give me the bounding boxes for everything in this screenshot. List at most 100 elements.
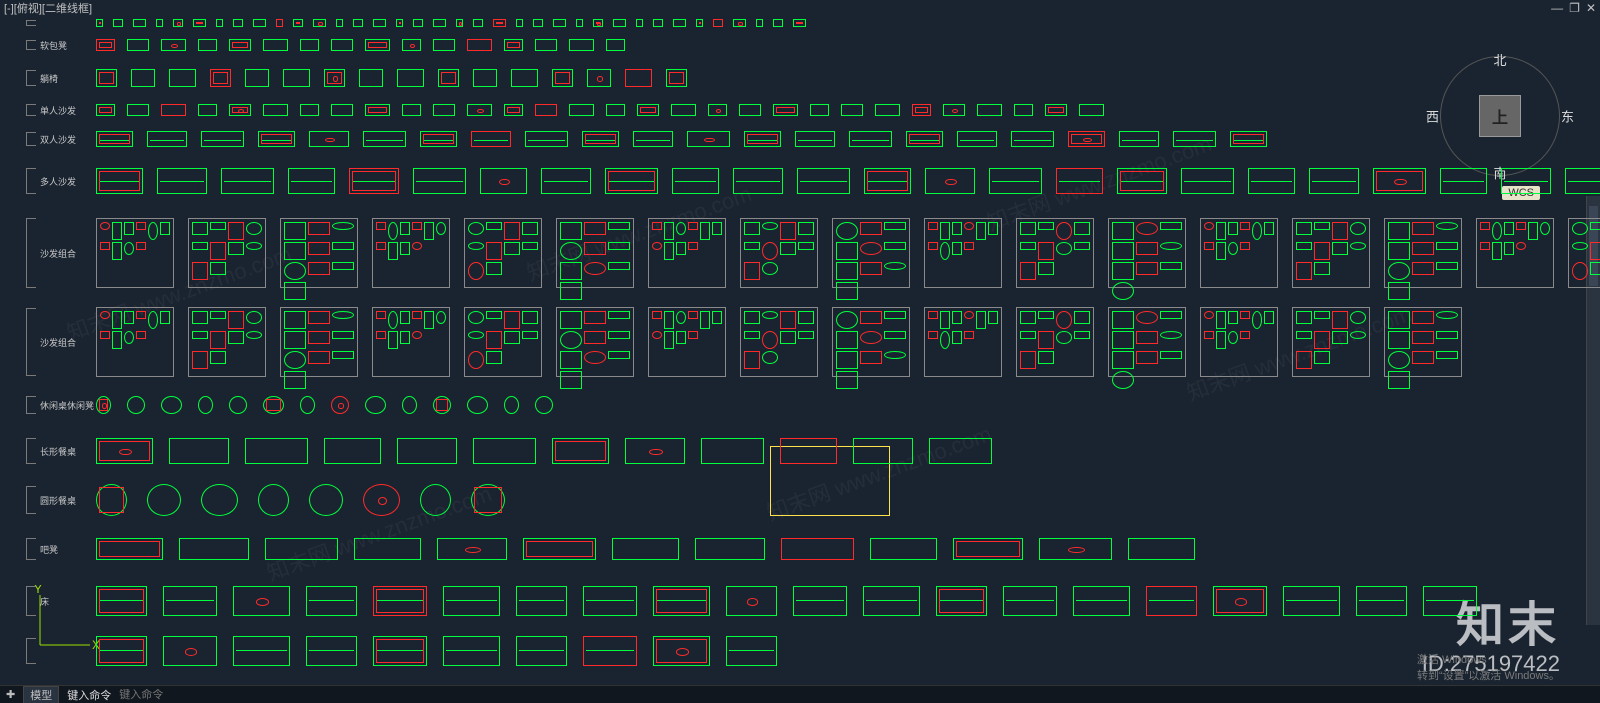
chair-block[interactable] bbox=[438, 69, 459, 87]
tiny-block[interactable] bbox=[593, 19, 603, 27]
bed-block[interactable] bbox=[516, 636, 567, 666]
sofa2-block[interactable] bbox=[633, 131, 673, 147]
tiny-block[interactable] bbox=[433, 19, 446, 27]
sofa-layout-block[interactable] bbox=[1016, 307, 1094, 377]
bed-block[interactable] bbox=[96, 586, 147, 616]
bed-block[interactable] bbox=[1213, 586, 1267, 616]
tiny-block[interactable] bbox=[253, 19, 266, 27]
tiny-block[interactable] bbox=[133, 19, 146, 27]
bed-block[interactable] bbox=[583, 636, 637, 666]
circle-block[interactable] bbox=[198, 396, 213, 414]
circle-block[interactable] bbox=[402, 396, 417, 414]
sofaN-block[interactable] bbox=[1309, 168, 1359, 194]
small-block[interactable] bbox=[912, 104, 931, 116]
small-block[interactable] bbox=[1014, 104, 1033, 116]
bed-block[interactable] bbox=[1283, 586, 1340, 616]
bed-block[interactable] bbox=[516, 586, 567, 616]
bed-block[interactable] bbox=[443, 636, 500, 666]
round-block[interactable] bbox=[420, 484, 451, 516]
sofa-layout-block[interactable] bbox=[280, 218, 358, 288]
sofa2-block[interactable] bbox=[420, 131, 457, 147]
small-block[interactable] bbox=[841, 104, 863, 116]
tiny-block[interactable] bbox=[233, 19, 243, 27]
tiny-block[interactable] bbox=[413, 19, 423, 27]
chair-block[interactable] bbox=[666, 69, 687, 87]
sofa2-block[interactable] bbox=[1068, 131, 1105, 147]
sofaN-block[interactable] bbox=[1440, 168, 1487, 194]
bed-block[interactable] bbox=[793, 586, 847, 616]
chair-block[interactable] bbox=[169, 69, 196, 87]
sofa-layout-block[interactable] bbox=[924, 307, 1002, 377]
tiny-block[interactable] bbox=[613, 19, 626, 27]
bed-block[interactable] bbox=[96, 636, 147, 666]
sofa2-block[interactable] bbox=[201, 131, 244, 147]
round-block[interactable] bbox=[96, 484, 127, 516]
small-block[interactable] bbox=[637, 104, 659, 116]
sofa-layout-block[interactable] bbox=[1384, 218, 1462, 288]
bed-block[interactable] bbox=[653, 586, 710, 616]
tiny-block[interactable] bbox=[193, 19, 206, 27]
sofa2-block[interactable] bbox=[309, 131, 349, 147]
sofa-layout-block[interactable] bbox=[188, 307, 266, 377]
bar-block[interactable] bbox=[96, 538, 163, 560]
sofa2-block[interactable] bbox=[849, 131, 892, 147]
small-block[interactable] bbox=[365, 39, 390, 51]
tiny-block[interactable] bbox=[456, 19, 463, 27]
bed-block[interactable] bbox=[306, 636, 357, 666]
circle-block[interactable] bbox=[300, 396, 315, 414]
small-block[interactable] bbox=[467, 39, 492, 51]
tiny-block[interactable] bbox=[373, 19, 386, 27]
viewcube-north[interactable]: 北 bbox=[1493, 50, 1506, 69]
sofa2-block[interactable] bbox=[525, 131, 568, 147]
table-block[interactable] bbox=[397, 438, 457, 464]
model-viewport[interactable]: 知末网 www.znzmo.com 知末网 www.znzmo.com 知末网 … bbox=[0, 16, 1600, 685]
sofaN-block[interactable] bbox=[288, 168, 335, 194]
sofaN-block[interactable] bbox=[157, 168, 207, 194]
table-block[interactable] bbox=[625, 438, 685, 464]
chair-block[interactable] bbox=[587, 69, 611, 87]
bed-block[interactable] bbox=[373, 586, 427, 616]
sofaN-block[interactable] bbox=[864, 168, 911, 194]
tiny-block[interactable] bbox=[216, 19, 223, 27]
sofa2-block[interactable] bbox=[582, 131, 619, 147]
small-block[interactable] bbox=[96, 39, 115, 51]
small-block[interactable] bbox=[402, 104, 421, 116]
chair-block[interactable] bbox=[210, 69, 231, 87]
small-block[interactable] bbox=[504, 39, 523, 51]
sofaN-block[interactable] bbox=[1501, 168, 1551, 194]
small-block[interactable] bbox=[606, 39, 625, 51]
sofa-layout-block[interactable] bbox=[1200, 218, 1278, 288]
tiny-block[interactable] bbox=[276, 19, 283, 27]
sofa-layout-block[interactable] bbox=[556, 218, 634, 288]
circle-block[interactable] bbox=[467, 396, 488, 414]
sofa-layout-block[interactable] bbox=[648, 307, 726, 377]
small-block[interactable] bbox=[229, 39, 251, 51]
small-block[interactable] bbox=[331, 39, 353, 51]
sofaN-block[interactable] bbox=[413, 168, 466, 194]
tiny-block[interactable] bbox=[696, 19, 703, 27]
bed-block[interactable] bbox=[726, 636, 777, 666]
tiny-block[interactable] bbox=[756, 19, 763, 27]
sofa-layout-block[interactable] bbox=[1292, 307, 1370, 377]
sofaN-block[interactable] bbox=[541, 168, 591, 194]
tiny-block[interactable] bbox=[473, 19, 483, 27]
sofa-layout-block[interactable] bbox=[1292, 218, 1370, 288]
round-block[interactable] bbox=[147, 484, 181, 516]
sofa2-block[interactable] bbox=[147, 131, 187, 147]
small-block[interactable] bbox=[875, 104, 900, 116]
bed-block[interactable] bbox=[936, 586, 987, 616]
bed-block[interactable] bbox=[1073, 586, 1130, 616]
small-block[interactable] bbox=[535, 39, 557, 51]
small-block[interactable] bbox=[504, 104, 523, 116]
small-block[interactable] bbox=[1045, 104, 1067, 116]
table-block[interactable] bbox=[853, 438, 913, 464]
small-block[interactable] bbox=[127, 39, 149, 51]
small-block[interactable] bbox=[739, 104, 761, 116]
tiny-block[interactable] bbox=[553, 19, 566, 27]
bed-block[interactable] bbox=[233, 586, 290, 616]
small-block[interactable] bbox=[773, 104, 798, 116]
chair-block[interactable] bbox=[283, 69, 310, 87]
tiny-block[interactable] bbox=[516, 19, 523, 27]
sofa-layout-block[interactable] bbox=[280, 307, 358, 377]
circle-block[interactable] bbox=[127, 396, 145, 414]
